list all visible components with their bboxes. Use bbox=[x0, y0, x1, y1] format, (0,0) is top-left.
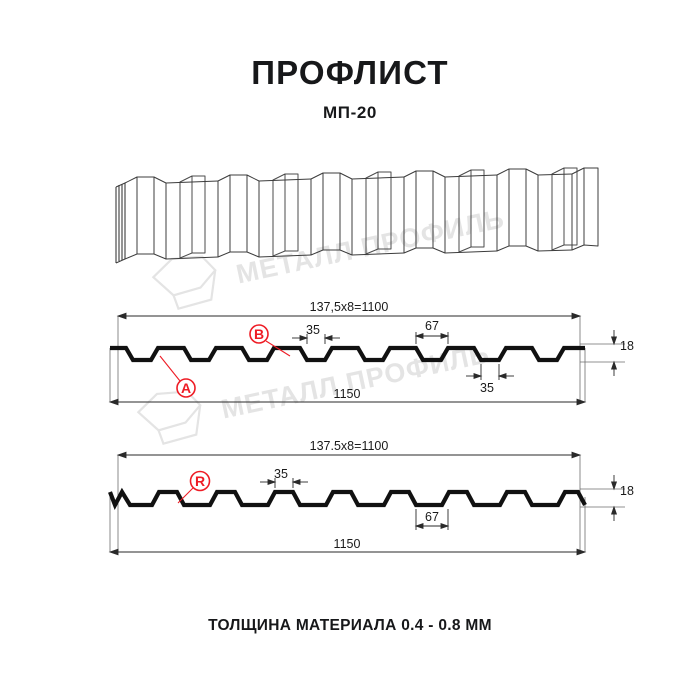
dim-pitch-bottom bbox=[116, 451, 582, 459]
page-subtitle: МП-20 bbox=[323, 103, 377, 122]
dim-label-overall-bottom: 1150 bbox=[334, 537, 361, 551]
dim-overall-bottom bbox=[108, 548, 587, 556]
dim-label-pitch-bottom: 137.5x8=1100 bbox=[310, 439, 389, 453]
dim-valley-width-top bbox=[414, 332, 450, 344]
balloon-b: B bbox=[249, 324, 291, 357]
dim-label-rib-width-top: 35 bbox=[306, 323, 320, 337]
dim-label-rib-width-2-top: 35 bbox=[480, 381, 494, 395]
balloon-b-label: B bbox=[254, 326, 264, 342]
material-thickness-note: ТОЛЩИНА МАТЕРИАЛА 0.4 - 0.8 ММ bbox=[208, 617, 492, 634]
dim-label-height-top: 18 bbox=[620, 339, 634, 353]
dim-overall-top bbox=[108, 398, 587, 406]
dim-height-bottom bbox=[610, 475, 618, 521]
profile-section-bottom bbox=[108, 487, 587, 511]
profile-section-top bbox=[110, 345, 585, 363]
balloon-r: R bbox=[177, 470, 211, 504]
dim-label-height-bottom: 18 bbox=[620, 484, 634, 498]
dim-label-valley-width-top: 67 bbox=[425, 319, 439, 333]
dim-label-pitch-top: 137,5x8=1100 bbox=[310, 300, 389, 314]
isometric-profile-view bbox=[115, 167, 599, 264]
profile-top-drawing: 137,5x8=1100 35 67 bbox=[108, 300, 634, 406]
watermark-text-upper: МЕТАЛЛ ПРОФИЛЬ bbox=[234, 203, 508, 289]
dim-rib-width-2-top bbox=[466, 364, 514, 380]
balloon-a: A bbox=[159, 355, 196, 398]
dim-rib-width-bottom bbox=[260, 478, 308, 488]
watermark-upper: МЕТАЛЛ ПРОФИЛЬ bbox=[151, 203, 508, 310]
watermark-text-lower: МЕТАЛЛ ПРОФИЛЬ bbox=[219, 338, 493, 424]
page-title: ПРОФЛИСТ bbox=[251, 54, 449, 91]
dim-rib-width-top bbox=[292, 334, 340, 344]
dim-label-overall-top: 1150 bbox=[334, 387, 361, 401]
dim-height-top bbox=[610, 330, 618, 376]
dim-label-valley-width-bottom: 67 bbox=[425, 510, 439, 524]
balloon-r-label: R bbox=[195, 473, 205, 489]
dim-label-rib-width-bottom: 35 bbox=[274, 467, 288, 481]
balloon-a-label: A bbox=[181, 380, 191, 396]
watermark-lower: МЕТАЛЛ ПРОФИЛЬ bbox=[136, 338, 493, 445]
dim-pitch-top bbox=[116, 312, 582, 320]
dim-valley-width-bottom bbox=[414, 509, 450, 530]
profile-bottom-drawing: 137.5x8=1100 35 67 bbox=[108, 439, 634, 556]
